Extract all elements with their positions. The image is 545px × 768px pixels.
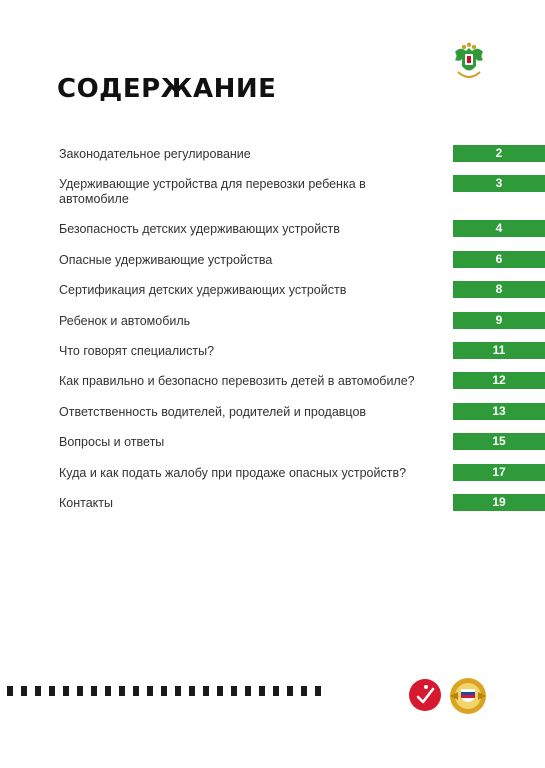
toc-item-label: Контакты <box>59 496 113 510</box>
toc-page-badge: 6 <box>453 251 545 268</box>
traffic-police-emblem-icon <box>450 678 486 714</box>
toc-item-label: Как правильно и безопасно перевозить дет… <box>59 374 415 388</box>
toc-item-label: Ответственность водителей, родителей и п… <box>59 405 367 419</box>
toc-page-badge: 13 <box>453 403 545 420</box>
toc-page-badge: 11 <box>453 342 545 359</box>
toc-item-label: Вопросы и ответы <box>59 435 165 449</box>
toc-item-label: Безопасность детских удерживающих устрой… <box>59 222 340 236</box>
toc-page-badge: 15 <box>453 433 545 450</box>
toc-item-label: Что говорят специалисты? <box>59 344 215 358</box>
toc-page-badge: 9 <box>453 312 545 329</box>
toc-item-label: Опасные удерживающие устройства <box>59 253 273 267</box>
toc-item-label: Законодательное регулирование <box>59 147 251 161</box>
decorative-dotted-line <box>7 686 327 696</box>
toc-item-label: Сертификация детских удерживающих устрой… <box>59 283 347 297</box>
toc-page-badge: 3 <box>453 175 545 192</box>
toc-page-badge: 19 <box>453 494 545 511</box>
toc-page-badge: 2 <box>453 145 545 162</box>
toc-page-badge: 4 <box>453 220 545 237</box>
toc-item-label: Куда и как подать жалобу при продаже опа… <box>59 466 407 480</box>
toc-page-badge: 12 <box>453 372 545 389</box>
toc-page-badge: 17 <box>453 464 545 481</box>
coat-of-arms-icon <box>455 42 483 78</box>
sovet-logo-icon <box>409 679 441 711</box>
toc-item-label: Ребенок и автомобиль <box>59 314 191 328</box>
toc-page-badge: 8 <box>453 281 545 298</box>
toc-item-label: Удерживающие устройства для перевозки ре… <box>59 177 366 206</box>
page-title: СОДЕРЖАНИЕ <box>57 74 277 104</box>
